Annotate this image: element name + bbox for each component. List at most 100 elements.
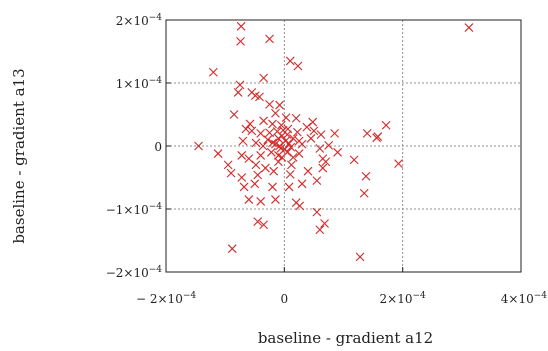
data-point (226, 168, 236, 178)
data-point (253, 217, 263, 226)
x-tick-label: 0 (281, 292, 289, 306)
data-point (372, 133, 382, 143)
data-point (268, 119, 277, 129)
data-point (281, 113, 291, 123)
data-point (250, 179, 260, 189)
data-point (236, 21, 246, 31)
data-point (320, 219, 329, 228)
data-point (394, 159, 403, 169)
data-point (213, 149, 223, 158)
data-point (288, 152, 298, 162)
data-point (233, 88, 243, 97)
data-point (265, 128, 274, 138)
data-point (245, 119, 255, 129)
data-point (271, 195, 280, 204)
y-axis-label: baseline - gradient a13 (10, 68, 28, 243)
data-point (294, 149, 304, 158)
x-tick-label: − 2×10−4 (136, 291, 196, 306)
data-point (255, 92, 264, 102)
data-point (294, 136, 304, 146)
data-point (324, 140, 334, 150)
data-point (268, 182, 277, 192)
y-tick-label: 2×10−4 (116, 13, 163, 28)
data-point (284, 182, 294, 192)
data-point (464, 23, 474, 32)
data-point (259, 116, 269, 126)
data-point (244, 195, 254, 204)
data-point (236, 37, 245, 46)
data-point (251, 160, 261, 170)
data-point (238, 136, 248, 146)
data-point (349, 155, 359, 165)
grid (166, 20, 521, 272)
data-point (259, 220, 269, 230)
data-point (315, 225, 325, 235)
data-point (355, 252, 365, 262)
data-point (318, 163, 328, 173)
data-point (268, 138, 277, 148)
data-point (244, 154, 254, 163)
data-point (237, 173, 247, 182)
data-point (284, 139, 294, 148)
data-point (361, 171, 371, 181)
data-point (265, 34, 274, 44)
data-point (285, 169, 295, 179)
data-point (261, 163, 270, 173)
data-point (292, 127, 302, 137)
data-point (235, 80, 245, 90)
data-point (330, 129, 340, 138)
data-point (321, 157, 331, 167)
data-point (241, 124, 251, 134)
data-point (259, 73, 269, 83)
data-point (265, 100, 274, 109)
x-tick-label: 2×10−4 (380, 291, 427, 306)
y-tick-label: 0 (154, 140, 162, 154)
data-point (276, 144, 286, 153)
data-point (293, 61, 303, 71)
data-point (297, 179, 307, 189)
data-point (288, 134, 298, 143)
data-point (308, 117, 318, 127)
axis-ticks: − 2×10−4 0 2×10−4 4×10−4 2×10−4 1×10−4 0 −1×10−… (106, 13, 548, 306)
data-point (315, 144, 325, 153)
data-point (277, 131, 287, 141)
data-point (362, 129, 372, 138)
data-point (239, 182, 249, 192)
data-point (237, 151, 247, 160)
data-point (194, 141, 203, 151)
data-point (274, 157, 283, 167)
data-point (316, 130, 326, 140)
y-tick-label: −1×10−4 (106, 202, 163, 217)
y-tick-label: 1×10−4 (116, 76, 163, 91)
data-point (333, 147, 342, 157)
data-point (275, 100, 284, 110)
data-point (256, 151, 266, 160)
x-axis-label: baseline - gradient a12 (258, 329, 433, 347)
data-point (247, 126, 257, 136)
data-point (223, 160, 233, 170)
data-point (256, 129, 266, 138)
x-tick-label: 4×10−4 (501, 291, 548, 306)
data-point (271, 139, 280, 149)
data-point (381, 120, 391, 130)
data-point (229, 110, 239, 119)
data-point (227, 244, 237, 254)
data-point (303, 166, 313, 176)
data-point (251, 138, 261, 148)
data-point (208, 67, 218, 77)
data-point (302, 122, 312, 132)
data-point (312, 207, 322, 217)
data-point (312, 176, 322, 186)
y-tick-label: −2×10−4 (106, 265, 163, 280)
data-point (287, 160, 296, 170)
data-point (295, 201, 305, 211)
data-points (194, 21, 474, 262)
data-point (269, 166, 279, 176)
data-point (276, 120, 286, 130)
data-point (271, 108, 280, 118)
data-point (278, 125, 288, 135)
data-point (263, 135, 273, 145)
data-point (253, 170, 263, 180)
data-point (306, 134, 316, 143)
data-point (256, 197, 266, 206)
